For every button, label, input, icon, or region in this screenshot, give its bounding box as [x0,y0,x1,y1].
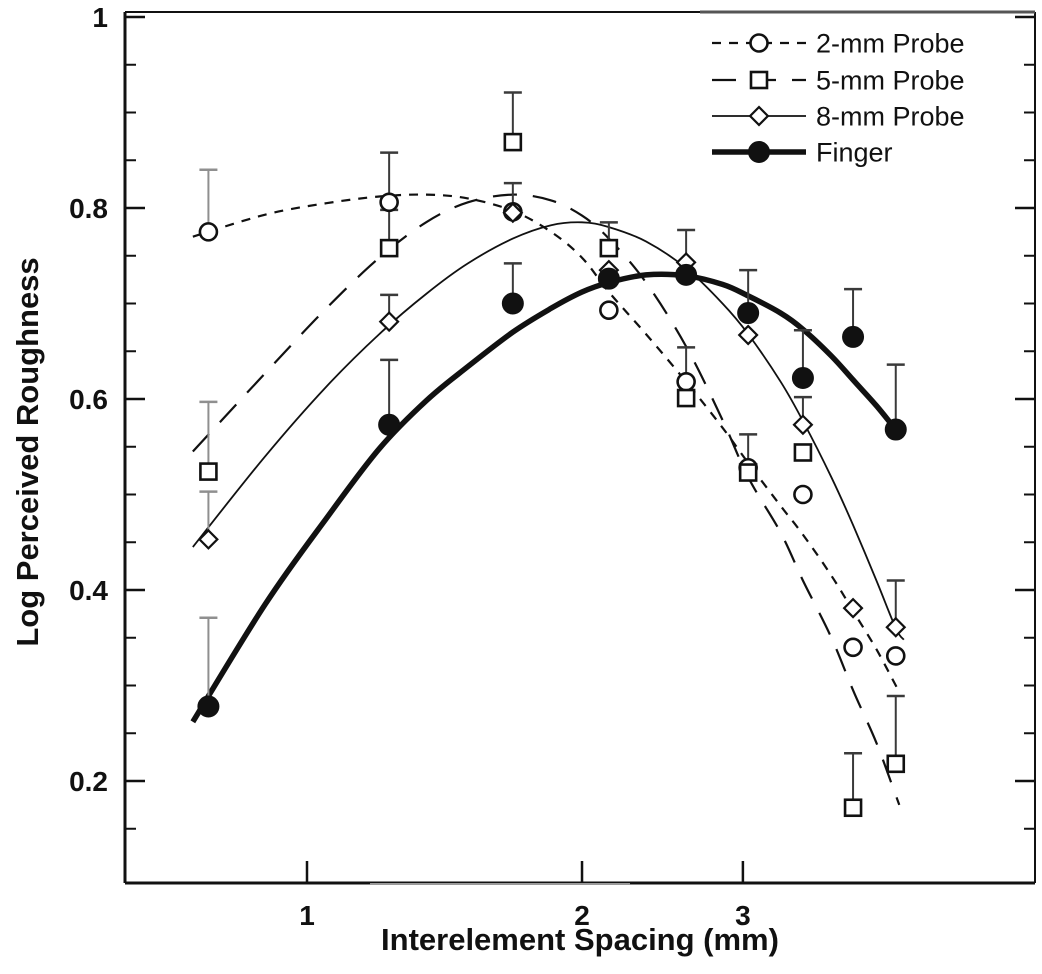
legend-item-label-8-mm-probe: 8-mm Probe [816,102,965,132]
y-axis-tick-label: 1 [92,2,108,33]
y-axis-title: Log Perceived Roughness [10,257,45,646]
y-axis-tick-label: 0.6 [69,384,108,415]
fit-curve-2-mm-probe [192,193,901,693]
legend-marker-5-mm-probe [749,70,769,90]
marker-8-mm-probe [197,528,219,550]
marker-5-mm-probe [793,443,813,462]
legend-marker-8-mm-probe [748,105,770,127]
marker-5-mm-probe [843,798,863,818]
marker-2-mm-probe [198,222,219,242]
marker-5-mm-probe [676,388,696,408]
marker-finger [737,302,760,325]
marker-8-mm-probe [737,324,759,346]
legend-item-label-5-mm-probe: 5-mm Probe [816,66,965,96]
plot-area: 0.2 0.4 0.6 0.8 1 1 2 3 2-mm Probe 5-mm Probe 8-mm… [69,2,1036,931]
marker-2-mm-probe [599,300,619,320]
marker-8-mm-probe [502,202,524,224]
y-axis-tick-label: 0.2 [69,766,108,797]
x-axis-tick-label: 3 [735,900,751,931]
legend-item-label-finger: Finger [816,138,893,168]
marker-finger [197,695,220,718]
marker-2-mm-probe [793,484,813,505]
marker-finger [675,263,698,286]
y-axis-tick-label: 0.8 [69,193,108,224]
marker-finger [884,418,907,441]
marker-5-mm-probe [738,463,758,482]
x-axis-title: Interelement Spacing (mm) [381,922,779,957]
marker-8-mm-probe [842,597,864,619]
marker-2-mm-probe [843,637,863,658]
legend-marker-finger [748,141,770,163]
y-axis-tick-label: 0.4 [69,575,108,606]
marker-finger [597,267,620,290]
marker-finger [378,413,401,436]
marker-2-mm-probe [885,646,906,666]
fit-curve-finger [190,271,898,724]
marker-finger [791,366,814,389]
fit-curve-8-mm-probe [192,221,905,641]
marker-2-mm-probe [676,372,696,392]
marker-5-mm-probe [599,238,619,258]
x-axis-tick-label: 2 [574,900,590,931]
x-axis-tick-label: 1 [299,900,315,931]
marker-5-mm-probe [199,462,218,481]
legend-item-label-2-mm-probe: 2-mm Probe [816,29,965,59]
marker-2-mm-probe [379,192,399,213]
marker-finger [501,292,524,315]
marker-5-mm-probe [886,754,906,774]
legend-marker-2-mm-probe [749,33,769,53]
marker-5-mm-probe [379,238,399,258]
fit-curve-5-mm-probe [192,193,901,806]
marker-8-mm-probe [885,616,907,638]
marker-8-mm-probe [378,311,400,333]
marker-finger [842,325,865,348]
marker-5-mm-probe [503,132,523,152]
marker-8-mm-probe [792,414,814,436]
